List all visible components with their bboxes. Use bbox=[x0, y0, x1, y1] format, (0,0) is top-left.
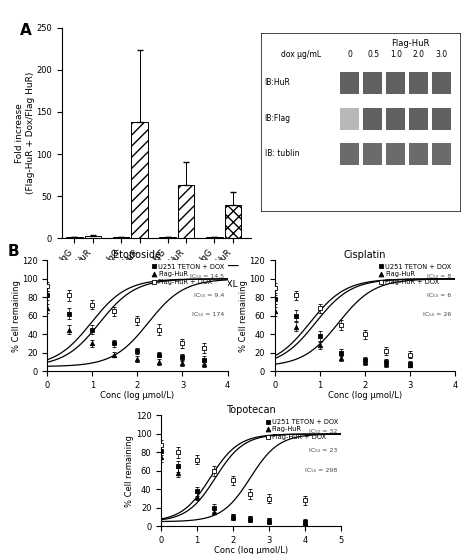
Text: GAPDH: GAPDH bbox=[68, 280, 100, 289]
Text: IB: tublin: IB: tublin bbox=[264, 149, 299, 158]
Bar bbox=[386, 72, 405, 94]
Y-axis label: % Cell remaining: % Cell remaining bbox=[125, 435, 134, 507]
Text: A: A bbox=[20, 23, 32, 38]
Bar bbox=[206, 237, 222, 238]
Text: 0.5: 0.5 bbox=[367, 50, 379, 59]
Bar bbox=[340, 107, 359, 130]
X-axis label: Conc (log μmol/L): Conc (log μmol/L) bbox=[100, 391, 174, 401]
Title: Topotecan: Topotecan bbox=[227, 405, 276, 415]
Bar bbox=[409, 107, 428, 130]
Text: 0: 0 bbox=[348, 50, 353, 59]
Bar bbox=[131, 122, 148, 238]
Bar bbox=[432, 107, 451, 130]
Title: Etoposide: Etoposide bbox=[113, 250, 162, 260]
Y-axis label: Fold increase
(Flag-HuR + Dox/Flag HuR): Fold increase (Flag-HuR + Dox/Flag HuR) bbox=[15, 72, 35, 194]
Bar bbox=[85, 235, 101, 238]
Text: 2.0: 2.0 bbox=[413, 50, 425, 59]
X-axis label: Conc (log μmol/L): Conc (log μmol/L) bbox=[328, 391, 402, 401]
Text: Bcl-XL: Bcl-XL bbox=[210, 280, 237, 289]
Text: IC₅₀ = 14.5: IC₅₀ = 14.5 bbox=[190, 274, 224, 279]
Title: Cisplatin: Cisplatin bbox=[344, 250, 386, 260]
Bar bbox=[409, 143, 428, 165]
Text: 3.0: 3.0 bbox=[436, 50, 448, 59]
Text: IC₅₀ = 6: IC₅₀ = 6 bbox=[427, 293, 451, 298]
Bar bbox=[159, 237, 176, 238]
Bar bbox=[66, 237, 82, 238]
Text: Mcl-1: Mcl-1 bbox=[165, 280, 189, 289]
Y-axis label: % Cell remaining: % Cell remaining bbox=[11, 280, 20, 352]
X-axis label: Conc (log μmol/L): Conc (log μmol/L) bbox=[214, 546, 288, 554]
Text: Bcl-2: Bcl-2 bbox=[119, 280, 142, 289]
Legend: U251 TETON + DOX, Flag-HuR, Flag-HuR + DOX: U251 TETON + DOX, Flag-HuR, Flag-HuR + D… bbox=[152, 264, 224, 285]
Text: IB:HuR: IB:HuR bbox=[264, 78, 291, 88]
Text: Flag-HuR: Flag-HuR bbox=[391, 39, 429, 48]
Bar bbox=[386, 143, 405, 165]
Y-axis label: % Cell remaining: % Cell remaining bbox=[239, 280, 248, 352]
Text: IC₅₀ = 26: IC₅₀ = 26 bbox=[423, 312, 451, 317]
Text: dox μg/mL: dox μg/mL bbox=[281, 50, 321, 59]
Legend: U251 TETON + DOX, Flag-HuR, Flag-HuR + DOX: U251 TETON + DOX, Flag-HuR, Flag-HuR + D… bbox=[380, 264, 452, 285]
Bar bbox=[340, 72, 359, 94]
Bar bbox=[432, 143, 451, 165]
Bar bbox=[225, 204, 241, 238]
Bar bbox=[386, 107, 405, 130]
Bar bbox=[409, 72, 428, 94]
Bar bbox=[113, 237, 129, 238]
Legend: U251 TETON + DOX, Flag-HuR, Flag-HuR + DOX: U251 TETON + DOX, Flag-HuR, Flag-HuR + D… bbox=[266, 419, 338, 440]
Text: IB:Flag: IB:Flag bbox=[264, 114, 291, 123]
Text: IC₅₀ = 298: IC₅₀ = 298 bbox=[305, 468, 337, 473]
Text: IC₅₀ = 9.4: IC₅₀ = 9.4 bbox=[193, 293, 224, 298]
Text: B: B bbox=[8, 244, 19, 259]
Bar bbox=[178, 185, 194, 238]
Text: IC₅₀ = 23: IC₅₀ = 23 bbox=[310, 448, 337, 453]
Text: IC₅₀ = 32: IC₅₀ = 32 bbox=[310, 429, 337, 434]
Text: IC₅₀ = 8: IC₅₀ = 8 bbox=[427, 274, 451, 279]
Bar bbox=[363, 107, 382, 130]
Bar bbox=[340, 143, 359, 165]
Bar bbox=[432, 72, 451, 94]
Text: IC₅₀ = 174: IC₅₀ = 174 bbox=[191, 312, 224, 317]
Bar bbox=[363, 72, 382, 94]
Bar bbox=[363, 143, 382, 165]
Text: 1.0: 1.0 bbox=[390, 50, 402, 59]
